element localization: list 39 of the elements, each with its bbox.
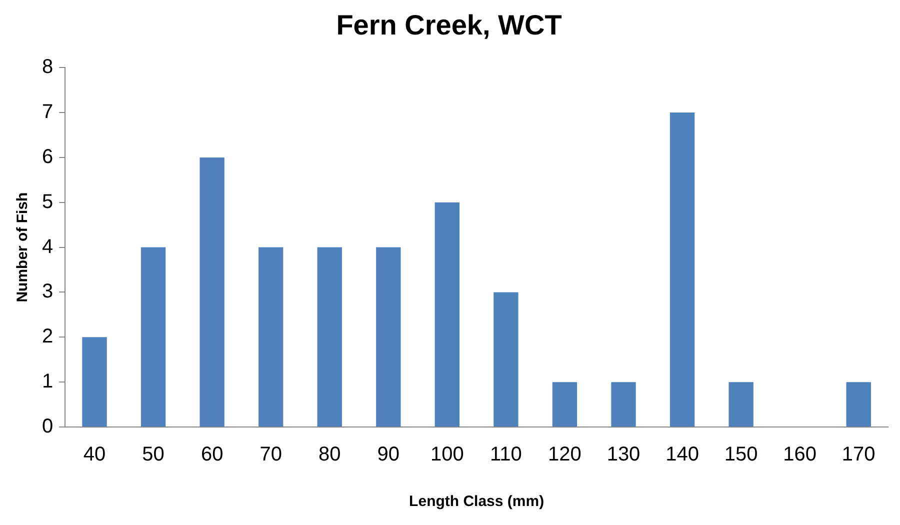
bar xyxy=(317,247,342,426)
x-tick-label: 140 xyxy=(666,444,699,466)
bar xyxy=(552,382,578,426)
y-tick-label: 0 xyxy=(42,416,54,438)
bar xyxy=(728,382,754,426)
bar xyxy=(434,202,460,426)
x-tick-label: 150 xyxy=(724,444,758,466)
bar xyxy=(258,247,284,426)
bar xyxy=(140,247,166,426)
bar xyxy=(846,382,871,426)
x-tick-label: 100 xyxy=(430,444,464,466)
x-tick-label: 60 xyxy=(200,444,224,466)
bar xyxy=(670,112,695,426)
y-tick-label: 5 xyxy=(42,190,54,213)
x-tick-label: 160 xyxy=(783,444,817,466)
x-tick-label: 130 xyxy=(606,444,640,466)
x-tick-label: 90 xyxy=(377,444,400,466)
x-tick-label: 80 xyxy=(318,444,341,466)
x-tick-label: 120 xyxy=(548,444,582,466)
y-tick-label: 1 xyxy=(42,370,54,393)
bar xyxy=(82,337,107,426)
bar xyxy=(494,292,518,426)
bar xyxy=(611,382,636,426)
y-axis-title: Number of Fish xyxy=(14,192,32,302)
x-tick-label: 50 xyxy=(142,444,164,466)
x-tick-label: 70 xyxy=(260,444,282,466)
chart-title: Fern Creek, WCT xyxy=(336,10,562,41)
y-tick-label: 2 xyxy=(42,326,54,348)
x-tick-label: 170 xyxy=(842,444,876,466)
y-tick-label: 3 xyxy=(42,280,54,303)
y-tick-label: 4 xyxy=(42,236,54,258)
y-tick-label: 7 xyxy=(42,101,54,124)
x-axis-title: Length Class (mm) xyxy=(409,493,544,510)
bar xyxy=(376,247,401,426)
x-tick-label: 110 xyxy=(490,444,522,466)
y-tick-label: 6 xyxy=(42,146,54,168)
bar xyxy=(200,157,224,426)
y-tick-label: 8 xyxy=(42,56,54,78)
x-tick-label: 40 xyxy=(83,444,106,466)
